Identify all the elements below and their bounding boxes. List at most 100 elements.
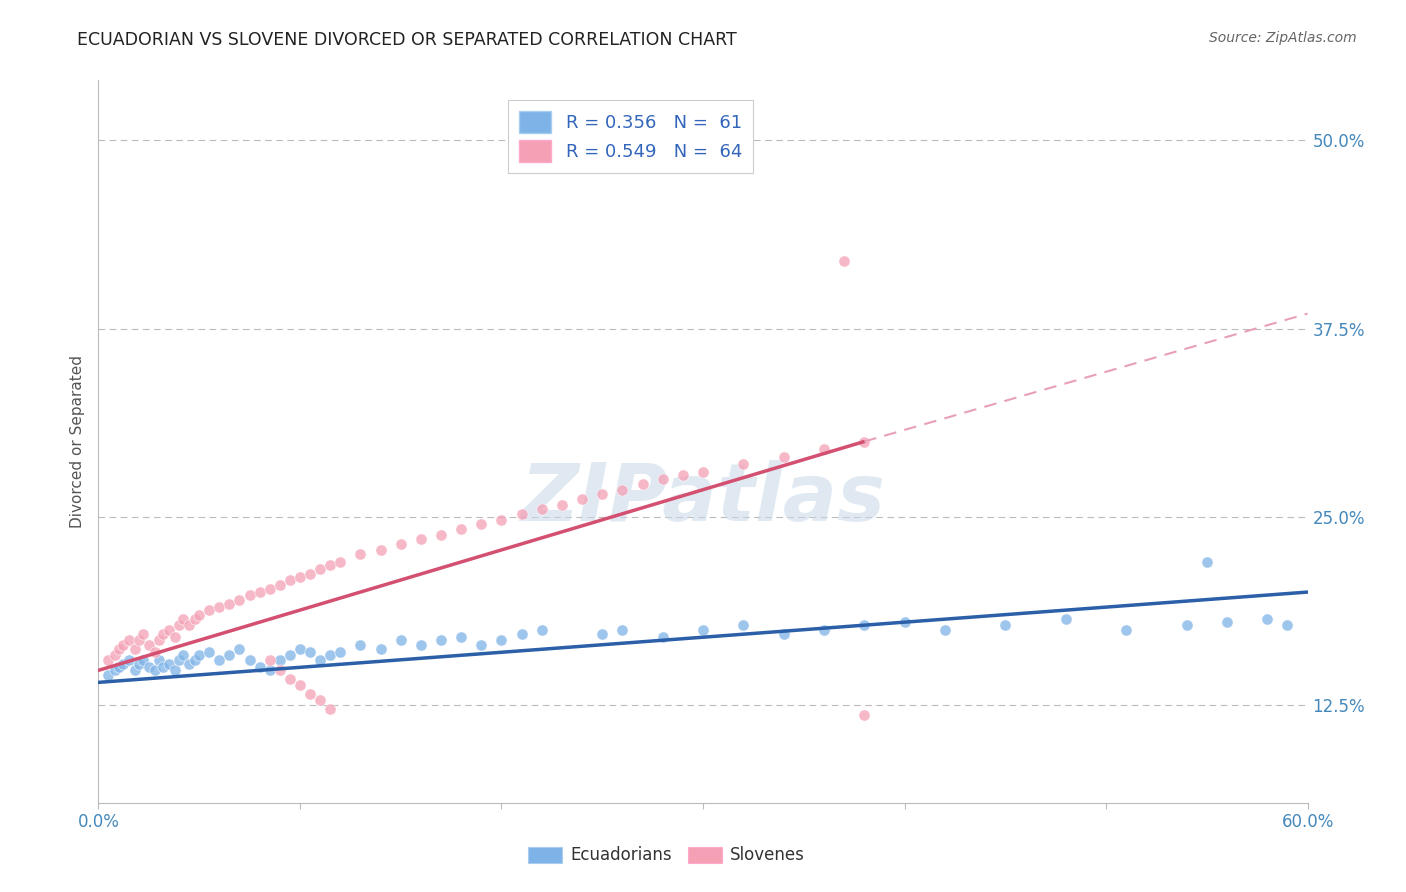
Point	[551, 498, 574, 512]
Point	[157, 657, 180, 672]
Point	[128, 633, 150, 648]
Point	[97, 668, 120, 682]
Point	[591, 487, 613, 501]
Point	[138, 660, 160, 674]
Text: ECUADORIAN VS SLOVENE DIVORCED OR SEPARATED CORRELATION CHART: ECUADORIAN VS SLOVENE DIVORCED OR SEPARA…	[77, 31, 737, 49]
Point	[259, 582, 281, 596]
Point	[278, 673, 301, 687]
Point	[184, 653, 207, 667]
Point	[167, 653, 190, 667]
Point	[97, 653, 120, 667]
Point	[813, 623, 835, 637]
Point	[612, 623, 634, 637]
Point	[309, 693, 332, 707]
Point	[163, 630, 186, 644]
Point	[188, 607, 211, 622]
Point	[259, 653, 281, 667]
Point	[148, 633, 170, 648]
Point	[288, 570, 311, 584]
Point	[389, 633, 412, 648]
Point	[249, 660, 271, 674]
Point	[470, 517, 492, 532]
Bar	[527, 847, 561, 863]
Point	[733, 618, 755, 632]
Point	[612, 483, 634, 497]
Point	[132, 653, 155, 667]
Point	[530, 623, 553, 637]
Point	[319, 648, 342, 663]
Point	[288, 642, 311, 657]
Point	[733, 457, 755, 471]
Point	[157, 623, 180, 637]
Point	[571, 491, 593, 506]
Point	[118, 633, 141, 648]
Point	[1256, 612, 1278, 626]
Point	[198, 603, 221, 617]
Point	[259, 664, 281, 678]
Point	[143, 664, 166, 678]
Point	[450, 522, 472, 536]
Point	[853, 434, 876, 449]
Point	[184, 612, 207, 626]
Point	[631, 476, 654, 491]
Point	[269, 653, 291, 667]
Point	[299, 687, 322, 701]
Point	[288, 678, 311, 692]
Point	[111, 657, 134, 672]
Point	[530, 502, 553, 516]
Point	[218, 597, 240, 611]
Point	[152, 660, 174, 674]
Point	[138, 638, 160, 652]
Point	[103, 664, 125, 678]
Point	[813, 442, 835, 456]
Point	[430, 528, 453, 542]
Point	[832, 254, 855, 268]
Point	[309, 653, 332, 667]
Point	[591, 627, 613, 641]
Point	[124, 642, 146, 657]
Point	[329, 645, 352, 659]
Point	[853, 708, 876, 723]
Text: Slovenes: Slovenes	[730, 846, 804, 863]
Point	[239, 588, 262, 602]
Point	[198, 645, 221, 659]
Point	[172, 648, 194, 663]
Y-axis label: Divorced or Separated: Divorced or Separated	[70, 355, 86, 528]
Point	[107, 642, 129, 657]
Point	[491, 633, 513, 648]
Point	[124, 664, 146, 678]
Point	[163, 664, 186, 678]
Point	[1175, 618, 1198, 632]
Point	[692, 623, 714, 637]
Point	[651, 472, 673, 486]
Text: Ecuadorians: Ecuadorians	[569, 846, 672, 863]
Point	[278, 648, 301, 663]
Point	[239, 653, 262, 667]
Legend: R = 0.356   N =  61, R = 0.549   N =  64: R = 0.356 N = 61, R = 0.549 N = 64	[508, 100, 754, 173]
Point	[128, 657, 150, 672]
Point	[143, 645, 166, 659]
Point	[111, 638, 134, 652]
Point	[1054, 612, 1077, 626]
Point	[118, 653, 141, 667]
Point	[510, 627, 533, 641]
Point	[148, 653, 170, 667]
Point	[152, 627, 174, 641]
Point	[934, 623, 956, 637]
Point	[409, 638, 432, 652]
Point	[249, 585, 271, 599]
Point	[409, 533, 432, 547]
Point	[430, 633, 453, 648]
Point	[389, 537, 412, 551]
Point	[450, 630, 472, 644]
Point	[179, 618, 201, 632]
Point	[893, 615, 915, 630]
Point	[370, 542, 392, 557]
Point	[772, 450, 794, 464]
Point	[853, 618, 876, 632]
Point	[218, 648, 240, 663]
Point	[1195, 555, 1218, 569]
Point	[370, 642, 392, 657]
Text: ZIPatlas: ZIPatlas	[520, 460, 886, 539]
Point	[299, 567, 322, 582]
